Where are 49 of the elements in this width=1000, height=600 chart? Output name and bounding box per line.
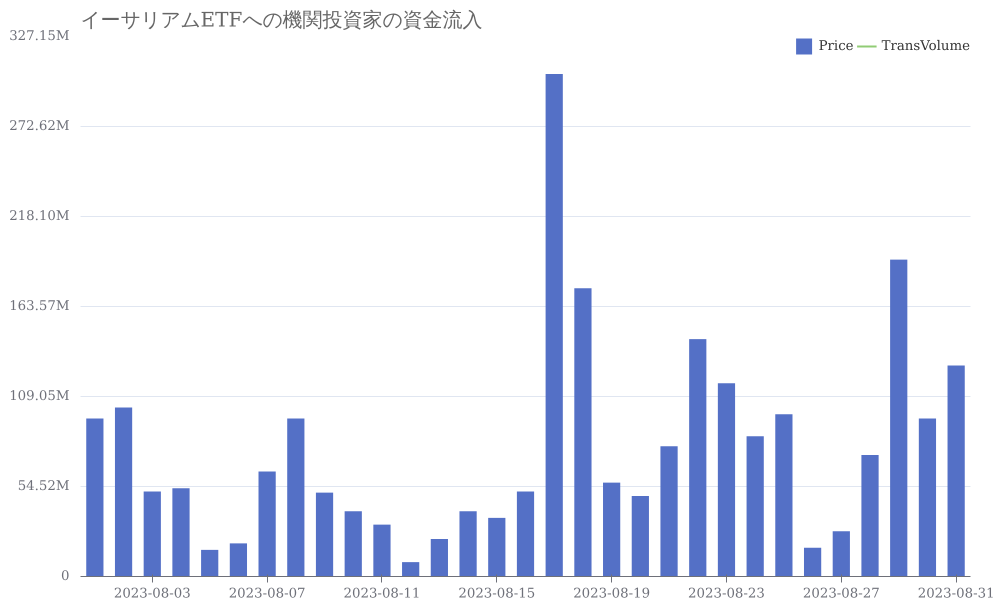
- bar: [373, 524, 391, 576]
- bar: [516, 491, 534, 576]
- y-tick-label: 327.15M: [9, 29, 70, 44]
- bar: [660, 446, 678, 576]
- bar: [488, 518, 506, 576]
- x-tick-label: 2023-08-03: [114, 586, 191, 600]
- legend-label: Price: [818, 38, 854, 54]
- bar: [775, 414, 792, 576]
- bar: [230, 543, 248, 576]
- bar: [114, 407, 132, 576]
- x-tick-label: 2023-08-23: [688, 586, 765, 600]
- x-tick-label: 2023-08-15: [458, 586, 536, 600]
- bar: [430, 539, 448, 576]
- y-tick-label: 54.52M: [18, 479, 70, 494]
- chart-title: イーサリアムETFへの機関投資家の資金流入: [80, 8, 482, 32]
- bar: [201, 550, 218, 576]
- bar: [632, 496, 649, 576]
- y-tick-label: 109.05M: [9, 389, 70, 404]
- bar: [172, 488, 190, 576]
- y-tick-label: 218.10M: [9, 209, 70, 224]
- bar: [746, 436, 764, 576]
- bar: [258, 472, 276, 576]
- bar: [890, 260, 908, 576]
- bar: [144, 491, 161, 576]
- bar: [574, 288, 592, 576]
- bar: [948, 366, 965, 576]
- bar: [861, 455, 879, 576]
- bar: [459, 511, 477, 576]
- x-tick-label: 2023-08-31: [918, 586, 995, 600]
- bar: [86, 418, 104, 576]
- bar: [804, 548, 822, 576]
- x-tick-label: 2023-08-27: [802, 586, 880, 600]
- bar: [689, 339, 706, 576]
- bar: [603, 482, 620, 576]
- y-tick-label: 0: [61, 569, 70, 584]
- bar: [316, 492, 334, 576]
- bar: [344, 511, 362, 576]
- bar: [546, 74, 563, 576]
- bar: [718, 383, 736, 576]
- bar: [287, 418, 304, 576]
- x-tick-label: 2023-08-11: [344, 586, 420, 600]
- y-tick-label: 272.62M: [9, 119, 70, 134]
- x-tick-label: 2023-08-19: [573, 586, 650, 600]
- bar: [832, 531, 850, 576]
- bar: [402, 562, 420, 576]
- y-tick-label: 163.57M: [9, 299, 70, 314]
- legend-label: TransVolume: [882, 38, 970, 54]
- bar: [918, 418, 936, 576]
- x-tick-label: 2023-08-07: [228, 586, 306, 600]
